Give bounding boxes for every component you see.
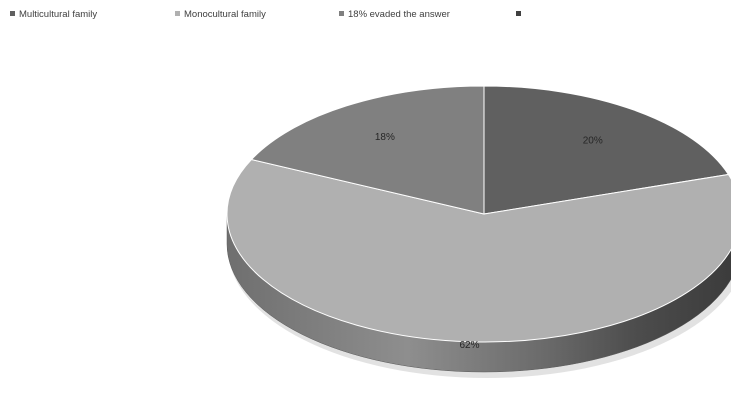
data-label-monocultural: 62% (459, 340, 479, 351)
pie-slice-evaded (250, 85, 485, 215)
legend-item-monocultural: Monocultural family (175, 9, 266, 20)
legend-swatch-evaded (339, 11, 344, 16)
chart-legend: Multicultural family Monocultural family… (0, 9, 731, 25)
legend-swatch-fourth (516, 11, 521, 16)
data-label-multicultural: 20% (583, 135, 603, 146)
pie-slice-monocultural (226, 158, 731, 343)
data-label-evaded: 18% (375, 132, 395, 143)
legend-swatch-multicultural (10, 11, 15, 16)
legend-item-evaded: 18% evaded the answer (339, 9, 450, 20)
pie-data-labels: 20% 62% 18% (375, 132, 603, 351)
legend-item-multicultural: Multicultural family (10, 9, 97, 20)
legend-item-fourth (516, 9, 525, 20)
legend-label-monocultural: Monocultural family (184, 9, 266, 20)
legend-label-multicultural: Multicultural family (19, 9, 98, 20)
legend-swatch-monocultural (175, 11, 180, 16)
legend-label-evaded: 18% evaded the answer (348, 9, 450, 20)
pie-slice-multicultural (483, 85, 730, 215)
pie-slices (226, 85, 731, 343)
